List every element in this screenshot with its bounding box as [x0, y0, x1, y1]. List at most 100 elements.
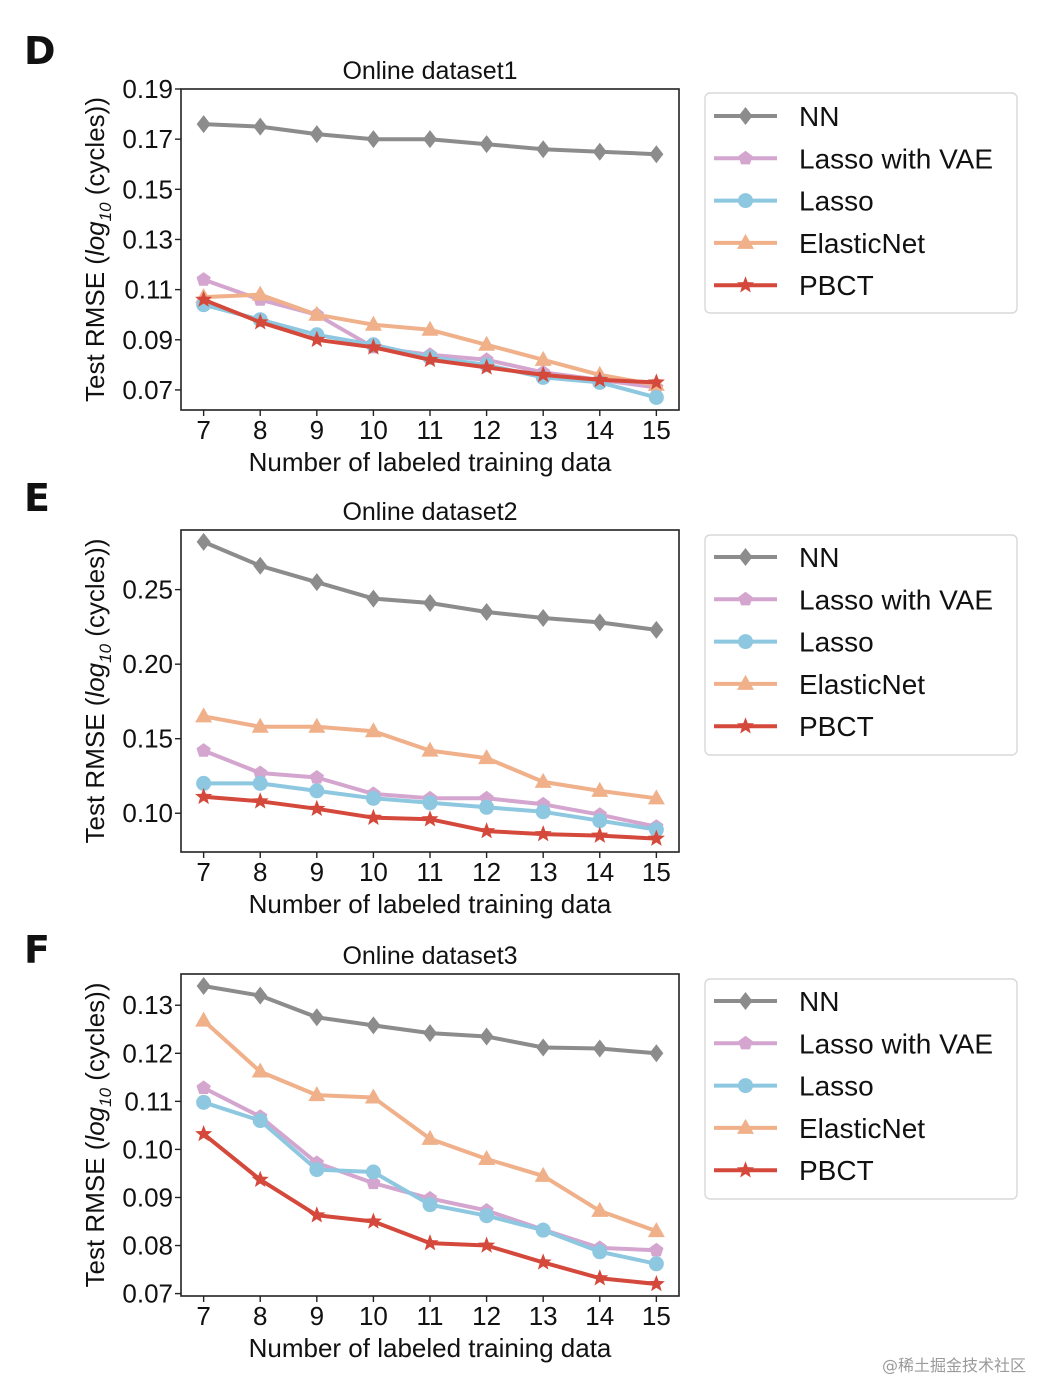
- data-point-nn: [366, 589, 381, 608]
- data-point-pbct: [195, 290, 213, 307]
- data-point-nn: [649, 145, 664, 164]
- data-point-nn: [253, 117, 268, 136]
- legend-label: NN: [799, 101, 839, 132]
- y-tick-label: 0.19: [122, 74, 173, 104]
- y-axis-label-subscript: 10: [96, 202, 115, 221]
- series-elasticnet: [195, 1011, 665, 1238]
- watermark: @稀土掘金技术社区: [882, 1356, 1026, 1375]
- legend: NN Lasso with VAE Lasso ElasticNet PBCT: [704, 978, 1018, 1200]
- y-axis-label-suffix: (cycles)): [80, 97, 110, 202]
- data-point-nn: [309, 1008, 324, 1027]
- data-point-elasticnet: [308, 305, 326, 321]
- data-point-pbct: [534, 1253, 552, 1270]
- legend-diamond-marker: [738, 107, 753, 125]
- data-point-nn: [479, 602, 494, 621]
- data-point-nn: [309, 125, 324, 144]
- legend-label: ElasticNet: [799, 1113, 925, 1144]
- x-tick-label: 9: [310, 1301, 324, 1331]
- x-tick-label: 9: [310, 857, 324, 887]
- legend-box: [704, 92, 1018, 314]
- y-tick-label: 0.13: [122, 224, 173, 254]
- data-point-elasticnet: [591, 1201, 609, 1217]
- y-tick-label: 0.10: [122, 798, 173, 828]
- chart-title: Online dataset2: [342, 498, 517, 526]
- legend: NN Lasso with VAE Lasso ElasticNet PBCT: [704, 534, 1018, 756]
- data-point-lasso-with-vae: [253, 765, 268, 780]
- data-point-lasso: [479, 1208, 495, 1224]
- series-line-nn: [203, 984, 657, 1056]
- y-tick-label: 0.17: [122, 124, 173, 154]
- x-axis-label: Number of labeled training data: [249, 1333, 612, 1363]
- x-axis-label: Number of labeled training data: [249, 889, 612, 919]
- panel-letter: E: [24, 476, 50, 520]
- x-tick-label: 14: [585, 857, 614, 887]
- data-point-lasso: [365, 1164, 381, 1180]
- data-point-pbct: [478, 822, 496, 839]
- legend-item-lasso: Lasso: [714, 1071, 874, 1102]
- y-axis-label: Test RMSE (log10 (cycles)): [80, 97, 115, 402]
- x-tick-label: 8: [253, 415, 267, 445]
- data-point-pbct: [534, 825, 552, 842]
- data-point-lasso: [309, 783, 325, 799]
- y-tick-label: 0.08: [122, 1231, 173, 1261]
- legend-circle-marker: [738, 1078, 753, 1094]
- data-point-elasticnet: [534, 1166, 552, 1182]
- y-tick-label: 0.13: [122, 990, 173, 1020]
- legend-star-marker: [736, 276, 755, 293]
- data-point-elasticnet: [195, 1011, 213, 1027]
- data-point-lasso: [196, 775, 212, 791]
- x-tick-label: 11: [417, 1301, 444, 1331]
- data-point-pbct: [647, 1275, 665, 1292]
- legend-label: Lasso: [799, 186, 874, 217]
- legend-item-elasticnet: ElasticNet: [714, 228, 925, 259]
- data-point-nn: [649, 1044, 664, 1063]
- data-point-pbct: [251, 792, 269, 809]
- data-point-pbct: [195, 1125, 213, 1142]
- series-nn: [196, 532, 664, 639]
- legend-label: NN: [799, 986, 839, 1017]
- data-point-lasso-with-vae: [309, 770, 324, 784]
- series-nn: [196, 115, 664, 164]
- data-point-nn: [592, 613, 607, 632]
- y-axis-label-suffix: (cycles)): [80, 983, 110, 1088]
- y-tick-label: 0.07: [122, 375, 173, 405]
- legend-item-lasso-with-vae: Lasso with VAE: [714, 1028, 993, 1059]
- data-point-lasso: [196, 1094, 212, 1110]
- legend-diamond-marker: [738, 548, 753, 566]
- legend-item-nn: NN: [714, 101, 839, 132]
- data-point-lasso-with-vae: [196, 272, 211, 286]
- data-point-elasticnet: [308, 1086, 326, 1102]
- data-point-nn: [253, 986, 268, 1005]
- series-line-lasso-with-vae: [202, 1086, 657, 1253]
- data-point-lasso: [252, 1113, 268, 1129]
- y-tick-label: 0.09: [122, 325, 173, 355]
- legend-label: PBCT: [799, 1155, 874, 1186]
- x-tick-label: 7: [196, 415, 210, 445]
- y-tick-label: 0.11: [124, 275, 173, 305]
- series-elasticnet: [195, 707, 665, 805]
- series-pbct: [195, 290, 665, 390]
- data-point-nn: [423, 130, 437, 149]
- data-point-nn: [366, 130, 381, 149]
- legend-pentagon-marker: [738, 150, 753, 165]
- legend: NN Lasso with VAE Lasso ElasticNet PBCT: [704, 92, 1018, 314]
- data-point-nn: [196, 115, 211, 134]
- data-point-nn: [649, 620, 664, 639]
- legend-item-elasticnet: ElasticNet: [714, 669, 925, 700]
- series-pbct: [195, 787, 665, 846]
- legend-box: [704, 978, 1018, 1200]
- y-axis-label-prefix: Test RMSE (: [80, 256, 110, 402]
- data-point-pbct: [308, 799, 326, 816]
- data-point-elasticnet: [364, 1088, 382, 1104]
- x-tick-label: 9: [310, 415, 324, 445]
- x-axis-label: Number of labeled training data: [249, 447, 612, 477]
- data-point-pbct: [534, 365, 552, 383]
- data-point-elasticnet: [421, 320, 439, 336]
- legend-label: PBCT: [799, 270, 874, 301]
- data-point-pbct: [364, 1212, 382, 1229]
- data-point-nn: [366, 1016, 381, 1035]
- data-point-lasso: [592, 1244, 608, 1260]
- data-point-lasso: [479, 799, 495, 815]
- data-point-lasso: [535, 804, 551, 820]
- data-point-pbct: [478, 358, 496, 375]
